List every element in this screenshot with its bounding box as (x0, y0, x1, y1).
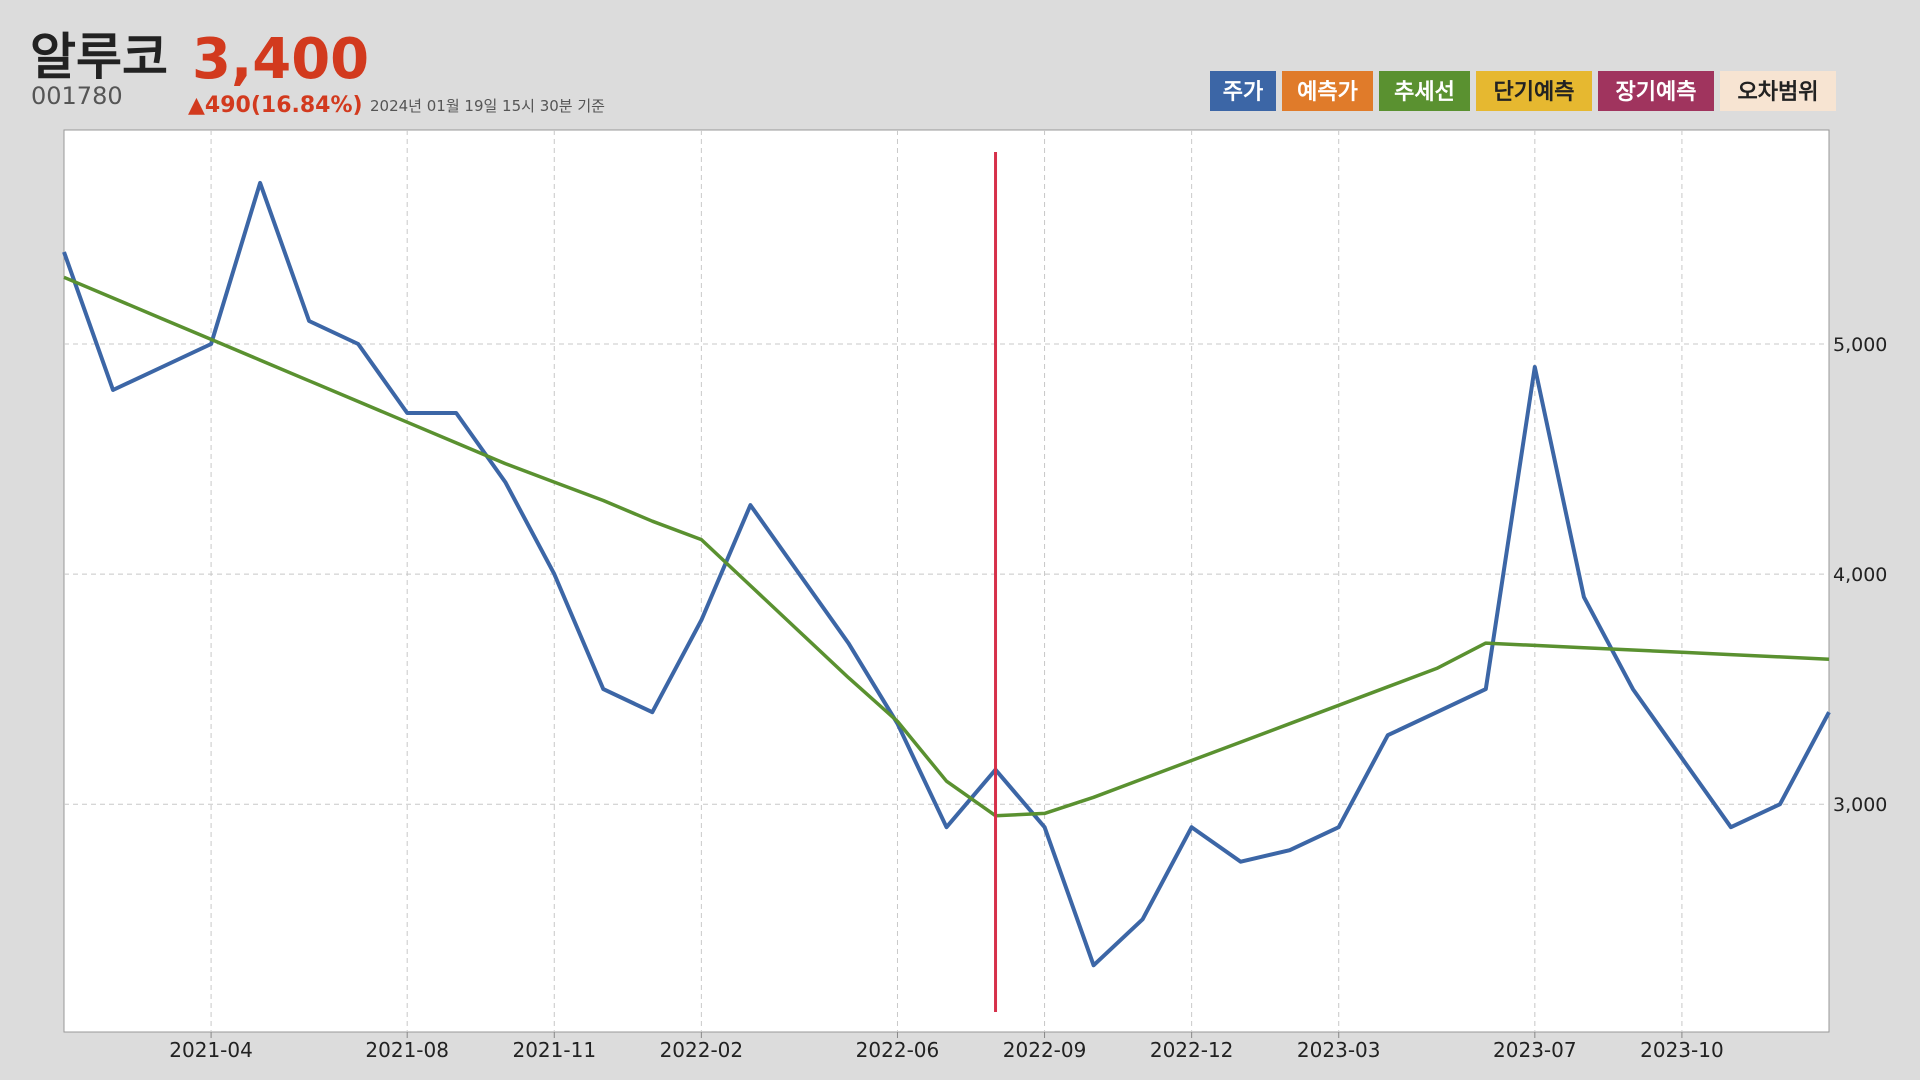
x-tick-label: 2023-07 (1493, 1038, 1577, 1062)
series-line (63, 275, 1830, 818)
x-tick-label: 2022-02 (660, 1038, 744, 1062)
legend-label: 예측가 (1297, 80, 1358, 105)
legend-label: 장기예측 (1616, 80, 1697, 105)
y-tick-label: 3,000 (1833, 794, 1887, 816)
x-tick-label: 2023-03 (1297, 1038, 1381, 1062)
x-tick-label: 2022-06 (856, 1038, 940, 1062)
legend: 주가 예측가 추세선 단기예측 장기예측 오차범위 (1210, 71, 1836, 111)
stock-price: 3,400 (192, 27, 369, 92)
legend-swatch (1476, 71, 1592, 111)
legend-swatch (1282, 71, 1373, 111)
plot-area (63, 129, 1830, 1033)
x-tick-label: 2021-11 (512, 1038, 596, 1062)
legend-swatch (1379, 71, 1470, 111)
x-tick-label: 2023-10 (1640, 1038, 1724, 1062)
legend-swatch (1210, 71, 1276, 111)
x-tick-label: 2022-09 (1003, 1038, 1087, 1062)
x-tick-label: 2021-08 (365, 1038, 449, 1062)
x-tick-label: 2022-12 (1150, 1038, 1234, 1062)
x-tick-label: 2021-04 (169, 1038, 253, 1062)
series-line (62, 180, 1831, 968)
marks (62, 152, 1831, 1012)
legend-label: 추세선 (1394, 80, 1455, 105)
stock-name: 알루코 (30, 28, 168, 86)
legend-swatch (1720, 71, 1836, 111)
legend-label: 오차범위 (1738, 80, 1819, 105)
y-tick-label: 5,000 (1833, 334, 1887, 356)
legend-label: 단기예측 (1494, 80, 1575, 105)
legend-swatch (1598, 71, 1714, 111)
legend-label: 주가 (1223, 80, 1263, 105)
stock-code: 001780 (31, 82, 123, 110)
timestamp: 2024년 01월 19일 15시 30분 기준 (370, 97, 605, 115)
y-tick-label: 4,000 (1833, 564, 1887, 586)
grid: 2021-04 2021-08 2021-11 2022-02 2022-06 2022-… (64, 130, 1887, 1062)
price-change: ▲490(16.84%) (188, 93, 363, 118)
